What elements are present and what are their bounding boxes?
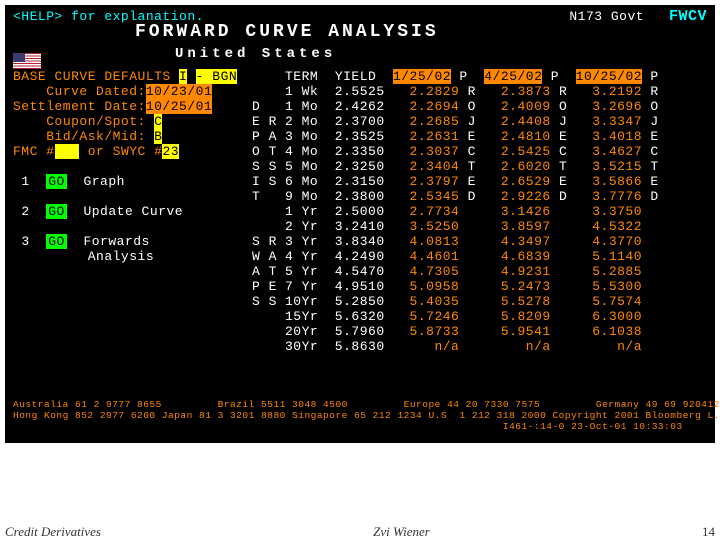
table-row: 20Yr 5.7960 5.8733 5.9541 6.1038 (285, 324, 659, 339)
col-yield: YIELD (335, 69, 377, 84)
table-row: 4 Mo 2.3350 2.3037 C 2.5425 C 3.4627 C (285, 144, 659, 159)
col-term: TERM (285, 69, 318, 84)
defaults-input1[interactable]: I (179, 69, 187, 84)
action-label-4: Analysis (88, 249, 154, 264)
table-row: 3 Yr 3.8340 4.0813 4.3497 4.3770 (285, 234, 659, 249)
table-row: 10Yr 5.2850 5.4035 5.5278 5.7574 (285, 294, 659, 309)
col-date-3[interactable]: 10/25/02 (576, 69, 642, 84)
go-button-3[interactable]: GO (46, 234, 67, 249)
action-num-1: 1 (21, 174, 29, 189)
action-num-2: 2 (21, 204, 29, 219)
us-flag-icon (13, 53, 41, 69)
bloomberg-terminal: <HELP> for explanation. N173 Govt FWCV F… (5, 5, 715, 443)
col-date-1[interactable]: 1/25/02 (393, 69, 451, 84)
fmc-input[interactable] (55, 144, 80, 159)
action-label-1: Graph (83, 174, 125, 189)
curve-dated-input[interactable]: 10/23/01 (146, 84, 212, 99)
col-date-2[interactable]: 4/25/02 (484, 69, 542, 84)
table-row: 1 Yr 2.5000 2.7734 3.1426 3.3750 (285, 204, 659, 219)
bidask-input[interactable]: B (154, 129, 162, 144)
go-button-1[interactable]: GO (46, 174, 67, 189)
table-row: 5 Yr 4.5470 4.7305 4.9231 5.2885 (285, 264, 659, 279)
page-title: FORWARD CURVE ANALYSIS (135, 25, 439, 40)
action-label-2: Update Curve (83, 204, 183, 219)
table-row: 1 Wk 2.5525 2.2829 R 2.3873 R 3.2192 R (285, 84, 659, 99)
table-row: 2 Mo 2.3700 2.2685 J 2.4408 J 3.3347 J (285, 114, 659, 129)
footer-right: 14 (702, 524, 715, 540)
table-row: 1 Mo 2.4262 2.2694 O 2.4009 O 3.2696 O (285, 99, 659, 114)
table-row: 4 Yr 4.2490 4.4601 4.6839 5.1140 (285, 249, 659, 264)
page-subtitle: United States (175, 47, 336, 62)
col-p3: P (650, 69, 658, 84)
table-row: 9 Mo 2.3800 2.5345 D 2.9226 D 3.7776 D (285, 189, 659, 204)
table-row: 7 Yr 4.9510 5.0958 5.2473 5.5300 (285, 279, 659, 294)
command-code: FWCV (669, 8, 707, 25)
table-row: 6 Mo 2.3150 2.3797 E 2.6529 E 3.5866 E (285, 174, 659, 189)
table-row: 3 Mo 2.3525 2.2631 E 2.4810 E 3.4018 E (285, 129, 659, 144)
footer-center: Zvi Wiener (373, 524, 430, 540)
table-row: 30Yr 5.8630 n/a n/a n/a (285, 339, 659, 354)
table-row: 15Yr 5.6320 5.7246 5.8209 6.3000 (285, 309, 659, 324)
col-p1: P (459, 69, 467, 84)
phone-line-2: Hong Kong 852 2977 6200 Japan 81 3 3201 … (13, 410, 720, 421)
action-label-3: Forwards (83, 234, 149, 249)
action-num-3: 3 (21, 234, 29, 249)
table-row: 2 Yr 3.2410 3.5250 3.8597 4.5322 (285, 219, 659, 234)
swyc-input[interactable]: 23 (162, 144, 179, 159)
phone-line-3: I461-:14-0 23-Oct-01 10:33:03 (13, 421, 683, 432)
go-button-2[interactable]: GO (46, 204, 67, 219)
security-code: N173 Govt (569, 9, 644, 24)
defaults-label: BASE CURVE DEFAULTS (13, 69, 171, 84)
footer-left: Credit Derivatives (5, 524, 101, 540)
settlement-input[interactable]: 10/25/01 (146, 99, 212, 114)
phone-line-1: Australia 61 2 9777 8655 Brazil 5511 304… (13, 399, 720, 410)
table-row: 5 Mo 2.3250 2.3404 T 2.6020 T 3.5215 T (285, 159, 659, 174)
slide-footer: Credit Derivatives Zvi Wiener 14 (5, 524, 715, 540)
defaults-input2[interactable]: - BGN (196, 69, 238, 84)
coupon-input[interactable]: C (154, 114, 162, 129)
col-p2: P (551, 69, 559, 84)
